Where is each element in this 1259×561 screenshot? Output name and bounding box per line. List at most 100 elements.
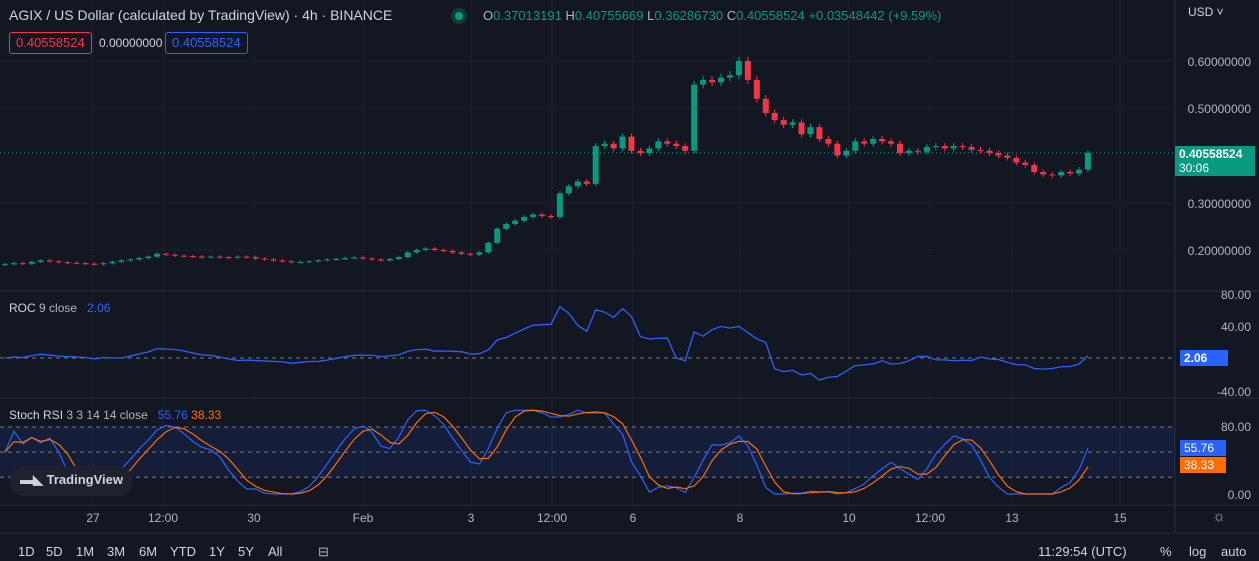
candle-body [1076, 169, 1082, 174]
range-button-5y[interactable]: 5Y [238, 544, 254, 559]
candle-body [825, 138, 832, 144]
candle-body [834, 143, 841, 156]
candle-body [709, 79, 716, 83]
candle-body [342, 258, 349, 260]
sell-button[interactable]: 0.40558524 [9, 32, 92, 54]
range-button-1y[interactable]: 1Y [209, 544, 225, 559]
candle-body [28, 261, 35, 264]
roc-value-label: 2.06 [1180, 350, 1228, 366]
candle-body [288, 261, 295, 263]
settings-icon[interactable]: ☼ [1212, 508, 1226, 525]
range-button-ytd[interactable]: YTD [170, 544, 196, 559]
candle-body [1067, 172, 1074, 174]
roc-legend[interactable]: ROC 9 close 2.06 [9, 301, 111, 315]
candle-body [315, 260, 322, 262]
price-tick: 0.30000000 [1187, 197, 1251, 211]
candle-body [1004, 155, 1011, 158]
stoch-k-label: 55.76 [1180, 440, 1226, 456]
candle-body [386, 258, 393, 261]
candle-body [395, 257, 402, 259]
candle-body [530, 214, 537, 217]
candle-body [55, 261, 62, 263]
candle-body [279, 260, 286, 262]
candle-body [333, 258, 340, 260]
currency-select[interactable]: USD ˅ [1188, 5, 1224, 19]
candle-body [870, 138, 877, 144]
candle-body [368, 258, 375, 260]
candle-body [780, 120, 787, 125]
candle-body [163, 253, 170, 255]
candle-body [932, 146, 939, 148]
candle-body [798, 122, 805, 135]
candle-body [181, 255, 187, 257]
range-button-1m[interactable]: 1M [76, 544, 95, 559]
candle-body [682, 146, 689, 151]
candle-body [637, 150, 644, 154]
log-toggle[interactable]: log [1189, 544, 1207, 559]
candle-body [959, 146, 966, 148]
candle-body [324, 259, 331, 261]
candle-body [574, 181, 581, 187]
clock: 11:29:54 (UTC) [1038, 544, 1127, 559]
range-button-1d[interactable]: 1D [18, 544, 35, 559]
candle-body [664, 141, 671, 144]
candle-body [655, 141, 662, 149]
candle-body [172, 254, 179, 256]
candle-body [521, 216, 528, 221]
candle-body [905, 150, 912, 154]
candle-body [547, 215, 554, 217]
candle-body [700, 79, 707, 85]
candle-body [118, 260, 125, 262]
time-tick: 12:00 [147, 511, 179, 525]
candle-body [914, 150, 921, 152]
range-button-all[interactable]: All [268, 544, 283, 559]
auto-toggle[interactable]: auto [1221, 544, 1247, 559]
candle-body [968, 146, 975, 150]
candle-body [234, 256, 241, 258]
time-tick: 30 [247, 511, 261, 525]
candle-body [351, 257, 358, 259]
percent-toggle[interactable]: % [1160, 544, 1172, 559]
candle-body [1058, 172, 1065, 176]
candle-body [592, 146, 599, 184]
calendar-icon[interactable]: ⊟ [318, 544, 329, 559]
candle-body [646, 148, 653, 154]
candle-body [1084, 152, 1091, 170]
roc-tick: 80.00 [1220, 288, 1251, 302]
candle-body [941, 146, 948, 149]
candle-body [154, 253, 161, 257]
stoch-rsi-legend[interactable]: Stoch RSI 3 3 14 14 close 55.76 38.33 [9, 408, 222, 422]
candle-body [2, 264, 8, 266]
candle-body [897, 143, 903, 154]
candle-body [888, 141, 895, 144]
candle-body [986, 150, 993, 154]
candle-body [503, 224, 510, 229]
candle-body [467, 253, 474, 255]
candle-body [735, 61, 742, 76]
symbol-title[interactable]: AGIX / US Dollar (calculated by TradingV… [9, 7, 393, 23]
candle-body [539, 214, 545, 216]
buy-button[interactable]: 0.40558524 [165, 32, 248, 54]
candle-body [306, 261, 313, 263]
candle-body [82, 263, 89, 265]
candle-body [583, 181, 590, 184]
stoch-d-label: 38.33 [1180, 457, 1226, 473]
candle-body [100, 263, 107, 265]
range-button-5d[interactable]: 5D [46, 544, 63, 559]
candle-body [145, 256, 152, 259]
candle-body [762, 98, 769, 113]
range-button-6m[interactable]: 6M [139, 544, 158, 559]
candle-body [64, 262, 71, 264]
candle-body [1040, 172, 1047, 175]
candle-body [252, 257, 259, 259]
stoch-tick: 80.00 [1220, 420, 1251, 434]
candle-body [610, 143, 617, 149]
candle-body [377, 259, 384, 261]
candle-body [413, 250, 420, 253]
candle-body [1031, 164, 1038, 173]
candle-body [726, 75, 733, 78]
roc-line [4, 305, 1089, 381]
tradingview-logo[interactable]: ▬◣ TradingView [10, 466, 133, 496]
range-button-3m[interactable]: 3M [107, 544, 126, 559]
